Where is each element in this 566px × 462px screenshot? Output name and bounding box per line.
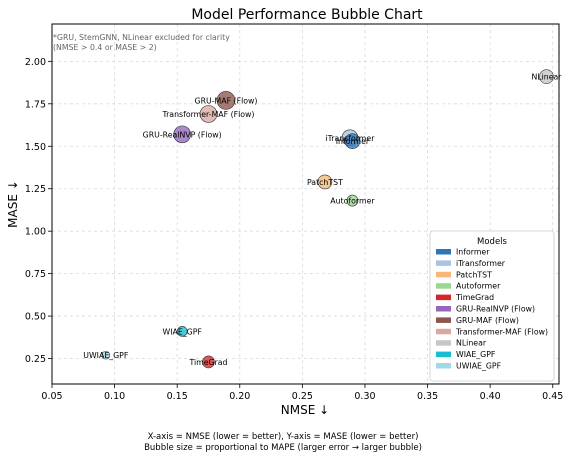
- y-tick-label: 1.00: [25, 227, 46, 238]
- x-tick-label: 0.15: [167, 391, 188, 402]
- legend-label: WIAE_GPF: [456, 350, 496, 359]
- y-tick-label: 1.50: [25, 142, 46, 153]
- point-label: TimeGrad: [188, 358, 227, 367]
- legend-label: Informer: [456, 248, 490, 257]
- legend-swatch: [436, 328, 451, 335]
- x-tick-label: 0.10: [104, 391, 125, 402]
- point-label: GRU-MAF (Flow): [195, 96, 258, 105]
- legend-box: [429, 230, 555, 382]
- legend-swatch: [436, 317, 451, 323]
- legend-swatch: [436, 260, 451, 266]
- legend-swatch: [436, 294, 451, 301]
- bubble-uwiae-gpf: [101, 350, 111, 360]
- x-tick-label: 0.40: [480, 391, 501, 402]
- legend-label: GRU-MAF (Flow): [456, 316, 519, 325]
- y-tick-label: 2.00: [25, 57, 46, 68]
- x-tick-label: 0.30: [354, 391, 375, 402]
- bubble-gru-maf-flow: [216, 91, 236, 110]
- bubble-patchtst: [317, 174, 333, 190]
- x-tick-label: 0.35: [417, 391, 438, 402]
- legend-label: TimeGrad: [455, 293, 494, 302]
- legend-label: GRU-RealNVP (Flow): [456, 305, 535, 314]
- legend-items: Informer iTransformer PatchTST Autoformer Ti…: [436, 248, 548, 371]
- y-axis-label: MASE ↓: [6, 180, 20, 228]
- chart-title: Model Performance Bubble Chart: [191, 7, 423, 23]
- y-tick-label: 1.25: [25, 184, 46, 195]
- point-label: GRU-RealNVP (Flow): [143, 130, 222, 139]
- caption-line2: Bubble size = proportional to MAPE (larg…: [144, 443, 422, 453]
- legend-label: Transformer-MAF (Flow): [455, 327, 548, 336]
- caption-line1: X-axis = NMSE (lower = better), Y-axis =…: [148, 432, 419, 442]
- x-axis-ticks: 0.05 0.10 0.15 0.20 0.25 0.30 0.35 0.40 0.45: [41, 384, 563, 402]
- legend-swatch: [436, 340, 451, 346]
- legend-label: NLinear: [456, 339, 487, 348]
- x-tick-label: 0.20: [229, 391, 250, 402]
- point-label: Autoformer: [330, 197, 375, 206]
- bubbles-layer: [101, 69, 554, 369]
- y-tick-label: 0.25: [25, 354, 46, 365]
- exclusion-note-line1: *GRU, StemGNN, NLinear excluded for clar…: [53, 33, 230, 42]
- legend-label: UWIAE_GPF: [456, 362, 502, 371]
- x-axis-label: NMSE ↓: [281, 403, 329, 417]
- x-tick-label: 0.25: [292, 391, 313, 402]
- legend-swatch: [436, 249, 451, 255]
- y-tick-label: 0.75: [25, 269, 46, 280]
- point-label: Informer: [336, 137, 370, 146]
- legend-label: PatchTST: [456, 270, 492, 279]
- x-tick-label: 0.45: [542, 391, 563, 402]
- point-label: iTransformer: [325, 134, 375, 143]
- point-label: NLinear: [531, 73, 562, 82]
- legend-title: Models: [477, 237, 508, 247]
- point-label: UWIAE_GPF: [83, 351, 129, 360]
- y-tick-label: 1.75: [25, 99, 46, 110]
- bubble-informer: [344, 133, 361, 149]
- bubble-timegrad: [202, 355, 215, 369]
- point-label: WIAE_GPF: [162, 327, 202, 336]
- y-axis-ticks: 0.25 0.50 0.75 1.00 1.25 1.50 1.75 2.00: [25, 57, 52, 365]
- bubble-autoformer: [346, 194, 359, 207]
- plot-frame: [51, 23, 560, 385]
- legend-label: iTransformer: [456, 259, 506, 268]
- exclusion-note-line2: (NMSE > 0.4 or MASE > 2): [53, 43, 157, 52]
- y-tick-label: 0.50: [25, 312, 46, 323]
- point-labels-layer: InformeriTransformerPatchTSTAutoformerTi…: [83, 73, 562, 367]
- legend-swatch: [436, 363, 451, 369]
- legend-swatch: [436, 283, 451, 289]
- bubble-gru-realnvp-flow: [173, 125, 191, 144]
- bubble-wiae-gpf: [176, 326, 188, 337]
- point-label: Transformer-MAF (Flow): [161, 110, 254, 119]
- bubble-nlinear: [539, 69, 554, 84]
- legend-swatch: [436, 271, 451, 278]
- point-label: PatchTST: [307, 178, 343, 187]
- legend-swatch: [436, 351, 451, 358]
- legend-swatch: [436, 306, 451, 312]
- legend-label: Autoformer: [456, 282, 501, 291]
- x-tick-label: 0.05: [41, 391, 62, 402]
- bubble-transformer-maf-flow: [199, 105, 218, 123]
- legend: Models Informer iTransformer PatchTST Autof…: [429, 230, 555, 382]
